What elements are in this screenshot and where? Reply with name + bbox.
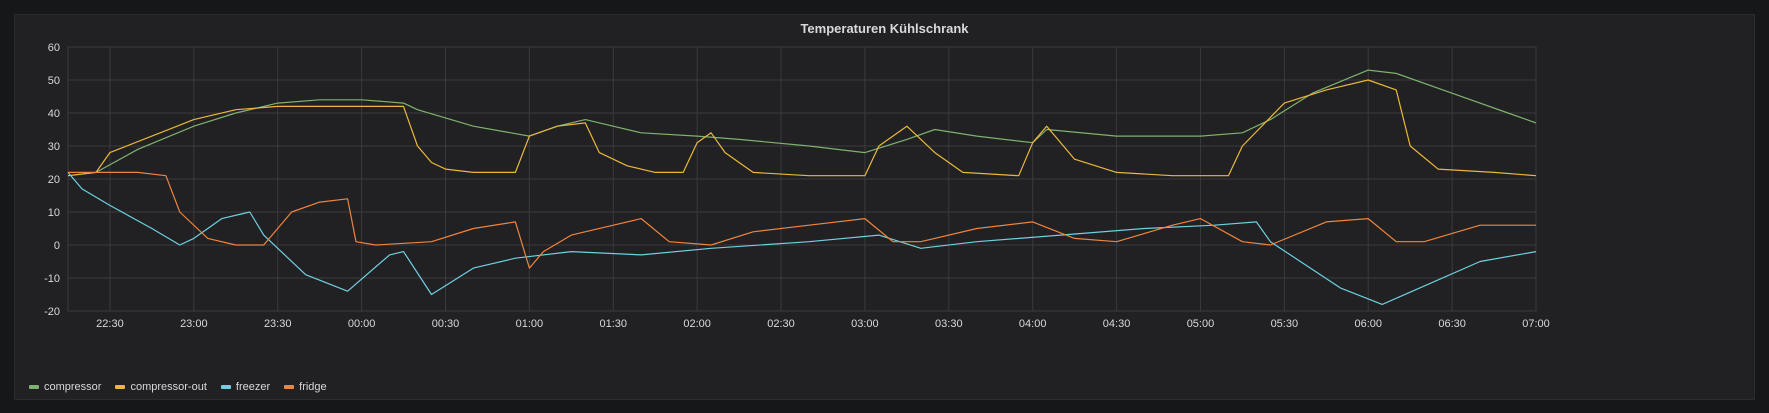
- x-tick-label: 01:00: [516, 318, 544, 330]
- legend-item-compressor-out[interactable]: compressor-out: [115, 381, 207, 393]
- x-tick-label: 02:30: [767, 318, 795, 330]
- legend-swatch: [284, 385, 295, 389]
- x-tick-label: 04:30: [1103, 318, 1131, 330]
- x-tick-label: 03:00: [851, 318, 879, 330]
- legend-item-freezer[interactable]: freezer: [220, 381, 271, 393]
- x-tick-label: 01:30: [599, 318, 627, 330]
- y-tick-label: 20: [48, 174, 60, 186]
- x-tick-label: 23:30: [264, 318, 292, 330]
- legend-label: fridge: [299, 381, 327, 393]
- legend-swatch: [220, 385, 231, 389]
- y-tick-label: 60: [48, 42, 60, 54]
- y-tick-label: 30: [48, 141, 60, 153]
- series-line-compressor-out: [67, 79, 1537, 177]
- panel-title[interactable]: Temperaturen Kühlschrank: [800, 21, 969, 36]
- x-tick-label: 05:00: [1187, 318, 1215, 330]
- x-tick-label: 02:00: [683, 318, 711, 330]
- legend-swatch: [115, 385, 126, 389]
- x-tick-label: 00:00: [348, 318, 376, 330]
- y-tick-label: 0: [54, 240, 60, 252]
- graph-panel: Temperaturen Kühlschrank 60 50 40 30 20 10 0 -1…: [14, 14, 1755, 400]
- plot-border: [67, 46, 1537, 312]
- x-tick-label: 03:30: [935, 318, 963, 330]
- series-line-compressor: [67, 69, 1537, 177]
- x-tick-label: 04:00: [1019, 318, 1047, 330]
- x-tick-label: 06:00: [1354, 318, 1382, 330]
- y-tick-label: -10: [44, 273, 60, 285]
- legend-item-compressor[interactable]: compressor: [29, 381, 101, 393]
- x-tick-label: 23:00: [180, 318, 208, 330]
- y-tick-label: 50: [48, 75, 60, 87]
- legend-label: freezer: [235, 381, 271, 393]
- x-tick-label: 22:30: [96, 318, 124, 330]
- legend-label: compressor: [44, 381, 102, 393]
- legend-swatch: [29, 385, 39, 389]
- x-tick-label: 06:30: [1438, 318, 1466, 330]
- series-line-freezer: [67, 172, 1537, 305]
- y-tick-label: -20: [44, 306, 60, 318]
- y-tick-label: 10: [48, 207, 60, 219]
- legend-label: compressor-out: [130, 381, 207, 393]
- x-tick-label: 00:30: [432, 318, 460, 330]
- y-tick-label: 40: [48, 108, 60, 120]
- legend-item-fridge[interactable]: fridge: [284, 381, 327, 393]
- x-tick-label: 05:30: [1271, 318, 1299, 330]
- x-tick-label: 07:00: [1522, 318, 1550, 330]
- chart-svg[interactable]: 60 50 40 30 20 10 0 -10 -20 22:30 23:00 23:30 00:00 0…: [15, 15, 1756, 401]
- series-line-fridge: [68, 171, 1536, 269]
- legend: compressor compressor-out freezer fridge: [29, 381, 327, 393]
